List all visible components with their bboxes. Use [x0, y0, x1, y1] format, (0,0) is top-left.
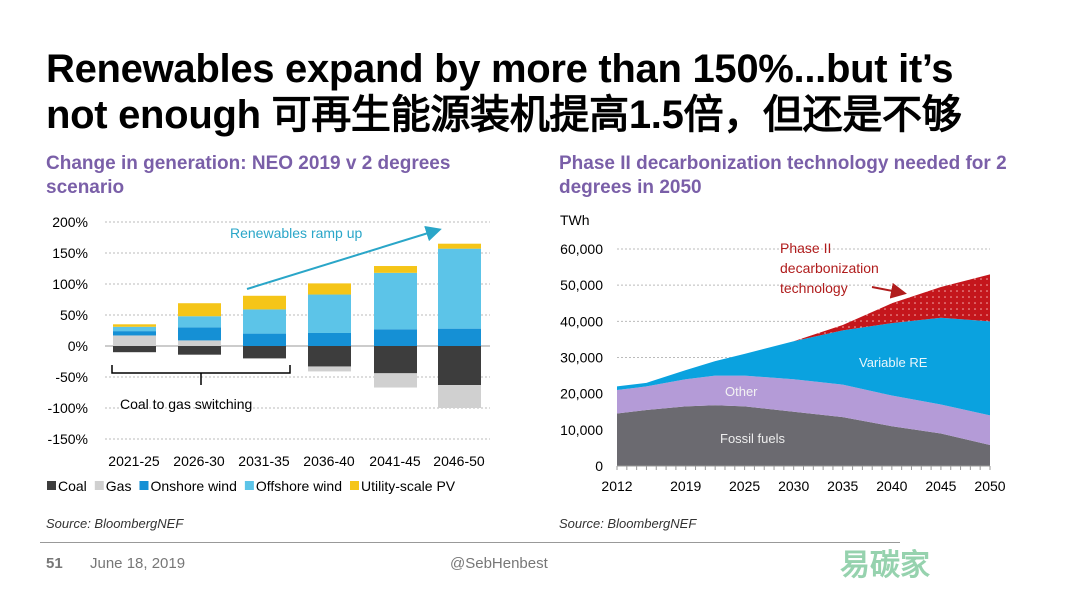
bar-segment-gas	[438, 385, 481, 408]
date: June 18, 2019	[90, 555, 186, 572]
y-axis-unit: TWh	[560, 212, 590, 228]
bar-segment-coal	[438, 346, 481, 386]
bar-segment-gas	[308, 366, 351, 372]
twitter-handle: @SebHenbest	[450, 555, 548, 572]
y-tick-label: 50,000	[560, 277, 603, 293]
bar-segment-onshore-wind	[243, 333, 286, 346]
footer-divider	[40, 542, 900, 543]
y-tick-label: -150%	[48, 431, 88, 447]
bar-segment-offshore-wind	[374, 272, 417, 330]
title-line-2: not enough 可再生能源装机提高1.5倍，但还是不够	[46, 93, 962, 137]
bar-segment-offshore-wind	[438, 248, 481, 329]
bar-segment-gas	[178, 340, 221, 346]
area-phase-ii-decarbonization-technology	[617, 274, 990, 387]
bar-segment-utility-scale-pv	[308, 283, 351, 295]
legend-swatch	[244, 481, 254, 490]
legend-label: Offshore wind	[256, 478, 342, 494]
bar-segment-utility-scale-pv	[113, 324, 156, 327]
page-number: 51	[46, 555, 63, 572]
right-chart-title: Phase II decarbonization technology need…	[559, 153, 1007, 198]
bar-segment-offshore-wind	[178, 316, 221, 328]
x-tick-label: 2035	[827, 478, 858, 494]
legend-label: Gas	[106, 478, 132, 494]
x-tick-label: 2050	[974, 478, 1005, 494]
y-tick-label: -50%	[55, 369, 88, 385]
y-tick-label: -100%	[48, 400, 88, 416]
bar-segment-gas	[374, 373, 417, 388]
bar-segment-onshore-wind	[374, 329, 417, 346]
x-tick-label: 2025	[729, 478, 760, 494]
x-tick-label: 2026-30	[173, 453, 225, 469]
bar-segment-onshore-wind	[308, 332, 351, 346]
fossil-label: Fossil fuels	[720, 431, 786, 446]
y-tick-label: 10,000	[560, 422, 603, 438]
x-tick-label: 2040	[876, 478, 907, 494]
legend-label: Onshore wind	[150, 478, 236, 494]
watermark-logo: 易碳家	[840, 549, 930, 582]
legend-swatch	[139, 481, 149, 490]
bar-segment-onshore-wind	[113, 331, 156, 336]
x-tick-label: 2046-50	[433, 453, 485, 469]
y-tick-label: 150%	[52, 245, 88, 261]
ramp-annotation: Renewables ramp up	[230, 225, 363, 241]
title-line-1: Renewables expand by more than 150%...bu…	[46, 47, 954, 91]
ramp-arrow	[246, 225, 442, 290]
phase2-annotation: decarbonization	[780, 260, 879, 276]
bar-segment-onshore-wind	[438, 328, 481, 346]
bracket	[111, 365, 291, 385]
y-tick-label: 40,000	[560, 313, 603, 329]
bar-segment-offshore-wind	[113, 326, 156, 332]
left-source: Source: BloombergNEF	[46, 516, 184, 531]
y-tick-label: 200%	[52, 214, 88, 230]
y-tick-label: 20,000	[560, 386, 603, 402]
legend-label: Utility-scale PV	[361, 478, 456, 494]
phase2-annotation: technology	[780, 280, 848, 296]
bar-segment-coal	[113, 346, 156, 353]
phase2-arrow	[871, 282, 907, 299]
bar-segment-coal	[178, 346, 221, 355]
bar-segment-utility-scale-pv	[438, 243, 481, 249]
bar-segment-coal	[308, 346, 351, 367]
y-tick-label: 100%	[52, 276, 88, 292]
y-tick-label: 60,000	[560, 241, 603, 257]
bar-segment-utility-scale-pv	[243, 295, 286, 310]
other-label: Other	[725, 384, 758, 399]
area-fossil-fuels	[617, 405, 990, 466]
area-other	[617, 375, 990, 446]
x-tick-label: 2012	[601, 478, 632, 494]
y-tick-label: 50%	[60, 307, 88, 323]
bar-segment-coal	[374, 346, 417, 374]
legend-label: Coal	[58, 478, 87, 494]
y-tick-label: 30,000	[560, 350, 603, 366]
x-tick-label: 2019	[670, 478, 701, 494]
legend-swatch	[94, 481, 104, 490]
bar-segment-utility-scale-pv	[374, 266, 417, 273]
legend-swatch	[350, 481, 359, 490]
bar-segment-coal	[243, 346, 286, 359]
x-tick-label: 2030	[778, 478, 809, 494]
bar-segment-offshore-wind	[243, 309, 286, 334]
bar-segment-onshore-wind	[178, 327, 221, 341]
x-tick-label: 2021-25	[108, 453, 160, 469]
x-tick-label: 2041-45	[369, 453, 421, 469]
bar-segment-utility-scale-pv	[178, 303, 221, 317]
area-variable-re	[617, 317, 990, 416]
legend-swatch	[47, 481, 56, 490]
switch-annotation: Coal to gas switching	[120, 396, 252, 412]
right-source: Source: BloombergNEF	[559, 516, 697, 531]
y-tick-label: 0%	[68, 338, 88, 354]
left-chart-title: Change in generation: NEO 2019 v 2 degre…	[46, 153, 451, 198]
x-tick-label: 2045	[925, 478, 956, 494]
bar-segment-offshore-wind	[308, 294, 351, 333]
x-tick-label: 2036-40	[303, 453, 355, 469]
variable-re-label: Variable RE	[859, 355, 928, 370]
slide-title: Renewables expand by more than 150%...bu…	[46, 46, 962, 138]
x-tick-label: 2031-35	[238, 453, 290, 469]
phase2-annotation: Phase II	[780, 240, 831, 256]
y-tick-label: 0	[595, 458, 603, 474]
bar-segment-gas	[113, 335, 156, 346]
